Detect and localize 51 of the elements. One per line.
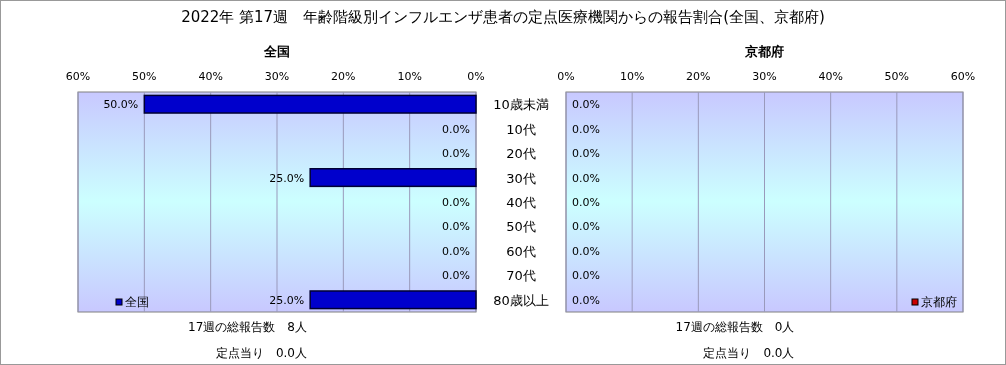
x-tick-label: 50% <box>884 70 910 83</box>
x-tick-label: 20% <box>686 70 711 83</box>
x-tick-label: 60% <box>65 70 91 83</box>
data-label: 0.0% <box>572 269 600 283</box>
data-label: 0.0% <box>572 244 600 258</box>
x-tick-label: 30% <box>752 70 777 83</box>
data-label: 0.0% <box>572 147 600 161</box>
x-tick-label: 0% <box>557 70 575 83</box>
data-label: 0.0% <box>572 293 600 307</box>
y-tick-label: 70代 <box>506 268 536 284</box>
x-tick-label: 0% <box>467 70 485 83</box>
data-label: 50.0% <box>103 98 139 112</box>
legend: 全国 <box>115 295 149 309</box>
text: 定点当り 0.0人 <box>703 346 795 360</box>
data-label: 0.0% <box>442 122 470 136</box>
y-tick-label: 60代 <box>506 243 536 259</box>
data-label: 25.0% <box>269 293 305 307</box>
data-label: 0.0% <box>572 220 600 234</box>
data-label: 0.0% <box>442 244 470 258</box>
text: 17週の総報告数 8人 <box>188 320 307 334</box>
data-label: 0.0% <box>442 269 470 283</box>
data-label: 0.0% <box>572 171 600 185</box>
x-tick-label: 40% <box>198 70 223 83</box>
data-label: 0.0% <box>572 122 600 136</box>
y-tick-label: 20代 <box>506 146 536 162</box>
y-tick-label: 10歳未満 <box>493 97 549 113</box>
data-label: 25.0% <box>269 171 305 185</box>
x-tick-label: 30% <box>264 70 290 83</box>
y-tick-label: 80歳以上 <box>493 292 549 308</box>
x-tick-label: 60% <box>950 70 976 83</box>
legend: 京都府 <box>911 295 957 309</box>
y-tick-label: 30代 <box>506 170 536 186</box>
legend-label: 京都府 <box>921 295 957 309</box>
chart-title: 2022年 第17週 年齢階級別インフルエンザ患者の定点医療機関からの報告割合(全国、京都府) <box>181 8 825 26</box>
y-tick-label: 10代 <box>506 121 536 137</box>
data-label: 0.0% <box>442 220 470 234</box>
x-tick-label: 40% <box>818 70 843 83</box>
chart-subtitle: 全国 <box>263 44 290 59</box>
chart-title: 京都府 <box>744 44 784 59</box>
data-label: 0.0% <box>572 196 600 209</box>
x-tick-label: 10% <box>619 70 645 83</box>
data-label: 0.0% <box>442 147 470 161</box>
y-tick-label: 50代 <box>506 219 536 235</box>
data-label: 0.0% <box>572 98 600 112</box>
data-label: 0.0% <box>442 196 470 209</box>
x-tick-label: 20% <box>331 70 356 83</box>
x-tick-label: 50% <box>132 70 157 83</box>
x-tick-label: 10% <box>397 70 422 83</box>
y-tick-label: 40代 <box>506 195 536 210</box>
text: 17週の総報告数 0人 <box>675 320 795 334</box>
text: 定点当り 0.0人 <box>215 346 307 360</box>
